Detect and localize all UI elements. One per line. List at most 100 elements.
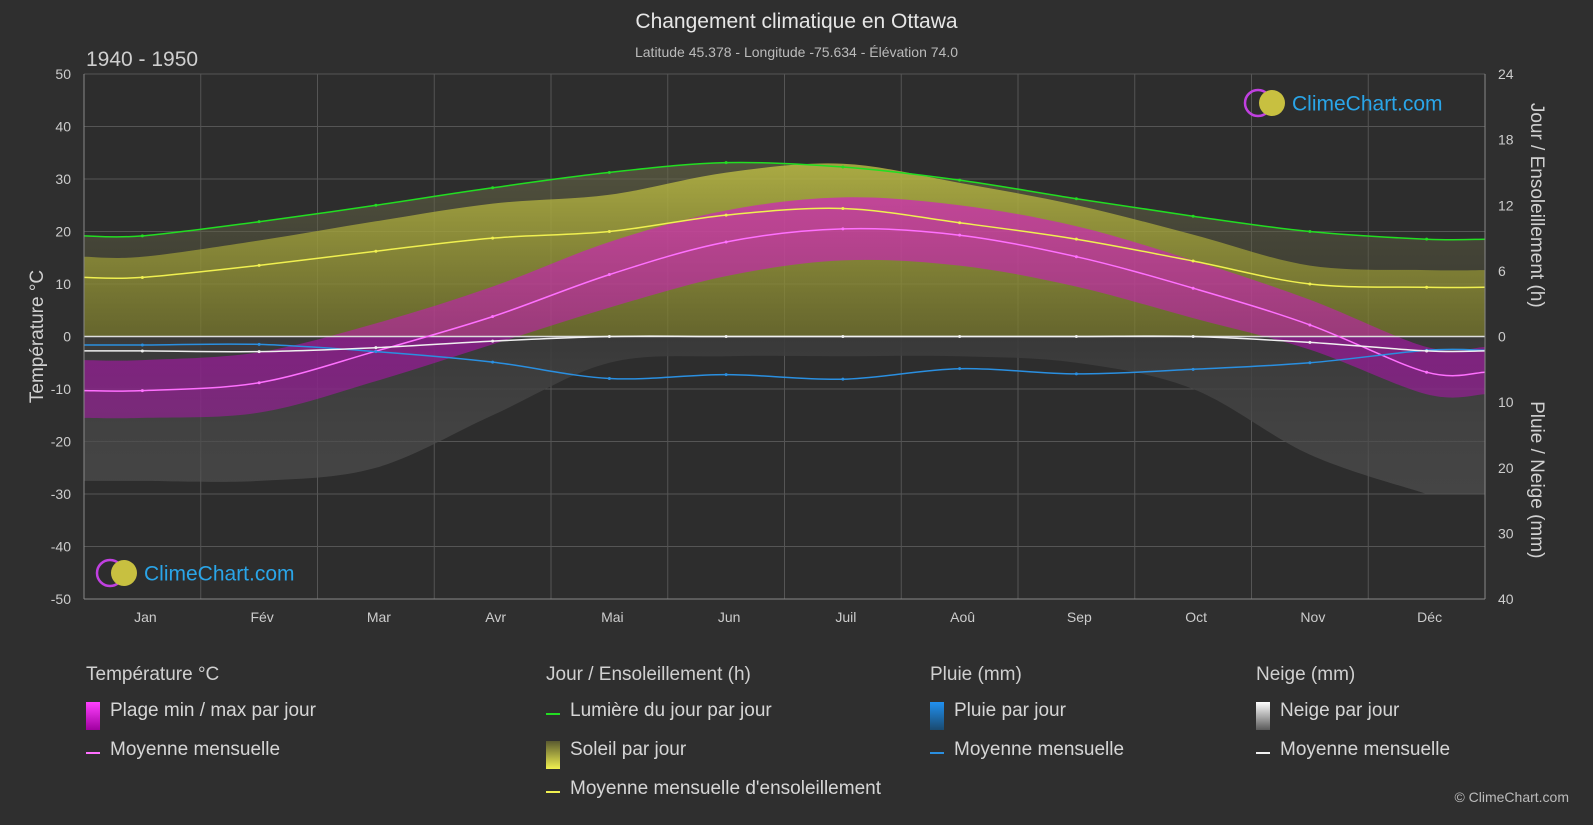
legend-label: Moyenne mensuelle (954, 739, 1125, 760)
y-tick-label: -50 (51, 591, 71, 607)
x-tick-label: Jun (718, 609, 741, 625)
y-tick-label: 10 (55, 276, 71, 292)
rain-mean-line-point (607, 377, 611, 380)
y-tick-label: -40 (51, 539, 71, 555)
y-tick-label: 50 (55, 66, 71, 82)
daylight-line-point (1074, 197, 1078, 201)
legend-temp-title: Température °C (86, 664, 220, 685)
brand-name: ClimeChart.com (144, 563, 295, 586)
sunshine-mean-line (83, 207, 1486, 289)
x-tick-label: Aoû (950, 609, 975, 625)
x-tick-label: Avr (485, 609, 506, 625)
sunshine-mean-line-point (1308, 282, 1312, 286)
x-tick-label: Nov (1300, 609, 1325, 625)
y2-tick-label: 6 (1498, 263, 1506, 279)
legend-temp-range: Plage min / max par jour (86, 700, 316, 739)
y-tick-label: 20 (55, 224, 71, 240)
daylight-line-point (374, 203, 378, 207)
daylight-line-point (257, 220, 261, 224)
temperature-mean-line-point (1425, 370, 1429, 374)
legend-snow: Neige (mm) Neige par jour Moyenne mensue… (1256, 664, 1450, 778)
sunshine-mean-line-point (841, 207, 845, 211)
logo-sun-icon (1259, 90, 1285, 116)
temp-range-swatch (86, 702, 100, 730)
x-tick-label: Juil (835, 609, 856, 625)
snow-mean-line-point (1191, 335, 1195, 338)
x-tick-label: Jan (134, 609, 157, 625)
sunshine-mean-line-point (374, 249, 378, 253)
daylight-line-point (958, 178, 962, 182)
copyright: © ClimeChart.com (1454, 789, 1569, 805)
temperature-mean-line-point (607, 273, 611, 277)
chart-subtitle: Latitude 45.378 - Longitude -75.634 - Él… (634, 44, 959, 60)
y2-axis-title: Jour / Ensoleillement (h) (1526, 103, 1547, 308)
y-tick-label: 0 (63, 329, 71, 345)
temperature-mean-line-point (1191, 286, 1195, 290)
rain-mean-line-point (257, 342, 261, 346)
rain-mean-line-point (958, 367, 962, 371)
legend-rain-title: Pluie (mm) (930, 664, 1022, 685)
period-label: 1940 - 1950 (86, 48, 199, 71)
legend-label: Moyenne mensuelle (110, 739, 281, 760)
legend-label: Moyenne mensuelle (1280, 739, 1451, 760)
snow-mean-line-point (257, 350, 261, 354)
temperature-mean-line-point (1308, 323, 1312, 327)
sun-mean-swatch (546, 791, 560, 793)
snow-mean-line-point (374, 346, 378, 350)
temperature-range-band (84, 197, 1485, 419)
snow-daily-swatch (1256, 702, 1270, 730)
climechart-logo: ClimeChart.com (95, 558, 295, 588)
legend-label: Soleil par jour (570, 739, 687, 760)
y3-tick-label: 40 (1498, 591, 1514, 607)
legend-label: Neige par jour (1280, 700, 1400, 721)
rain-mean-line-point (140, 343, 144, 347)
snow-mean-line-point (724, 335, 728, 338)
rain-mean-swatch (930, 752, 944, 754)
legend-snow-daily: Neige par jour (1256, 700, 1399, 739)
rain-mean-line-point (1074, 372, 1078, 376)
legend-daylight: Lumière du jour par jour (546, 700, 772, 739)
legend-temperature: Température °C Plage min / max par jour … (86, 664, 316, 778)
rain-mean-line-point (1191, 367, 1195, 371)
temperature-mean-line-point (1074, 255, 1078, 259)
temperature-mean-line-point (958, 233, 962, 237)
daylight-line-point (841, 165, 845, 169)
x-tick-label: Fév (250, 609, 273, 625)
rain-mean-line-point (724, 373, 728, 377)
legend-rain-mean: Moyenne mensuelle (930, 739, 1124, 778)
climechart-logo: ClimeChart.com (1243, 88, 1443, 118)
y3-tick-label: 10 (1498, 394, 1514, 410)
temperature-mean-line-point (491, 315, 495, 319)
legend-temp-mean: Moyenne mensuelle (86, 739, 280, 778)
climate-chart: 50 40 30 20 10 0 -10 -20 -30 -40 -50 24 18 12 6 0 10 20 30… (27, 66, 1547, 625)
y-tick-label: -30 (51, 486, 71, 502)
snow-mean-line-point (1425, 349, 1429, 353)
sunshine-mean-line-point (257, 263, 261, 267)
y3-axis-title: Pluie / Neige (mm) (1526, 401, 1547, 558)
daylight-line-point (1308, 230, 1312, 233)
daylight-swatch (546, 713, 560, 715)
temp-mean-swatch (86, 752, 100, 754)
sunshine-mean-line-point (607, 230, 611, 233)
daylight-line-point (724, 161, 728, 165)
y2-tick-label: 24 (1498, 66, 1514, 82)
x-tick-label: Sep (1067, 609, 1092, 625)
legend-snow-mean: Moyenne mensuelle (1256, 739, 1450, 778)
snow-mean-line-point (140, 349, 144, 353)
legend-sun-daily: Soleil par jour (546, 739, 751, 778)
sun-daily-swatch (546, 741, 560, 769)
sunshine-mean-line-point (724, 213, 728, 217)
x-tick-label: Oct (1185, 609, 1207, 625)
rain-mean-line-point (374, 350, 378, 354)
y-tick-label: -10 (51, 381, 71, 397)
y2-tick-label: 12 (1498, 197, 1514, 213)
x-tick-label: Déc (1417, 609, 1442, 625)
legend-snow-title: Neige (mm) (1256, 664, 1356, 685)
legend-label: Moyenne mensuelle d'ensoleillement (570, 778, 881, 799)
precip-shading (84, 336, 1485, 494)
daylight-line (83, 161, 1486, 241)
snow-mean-line-point (958, 335, 962, 338)
snow-mean-line-point (1308, 340, 1312, 344)
snow-mean-line-point (607, 335, 611, 338)
